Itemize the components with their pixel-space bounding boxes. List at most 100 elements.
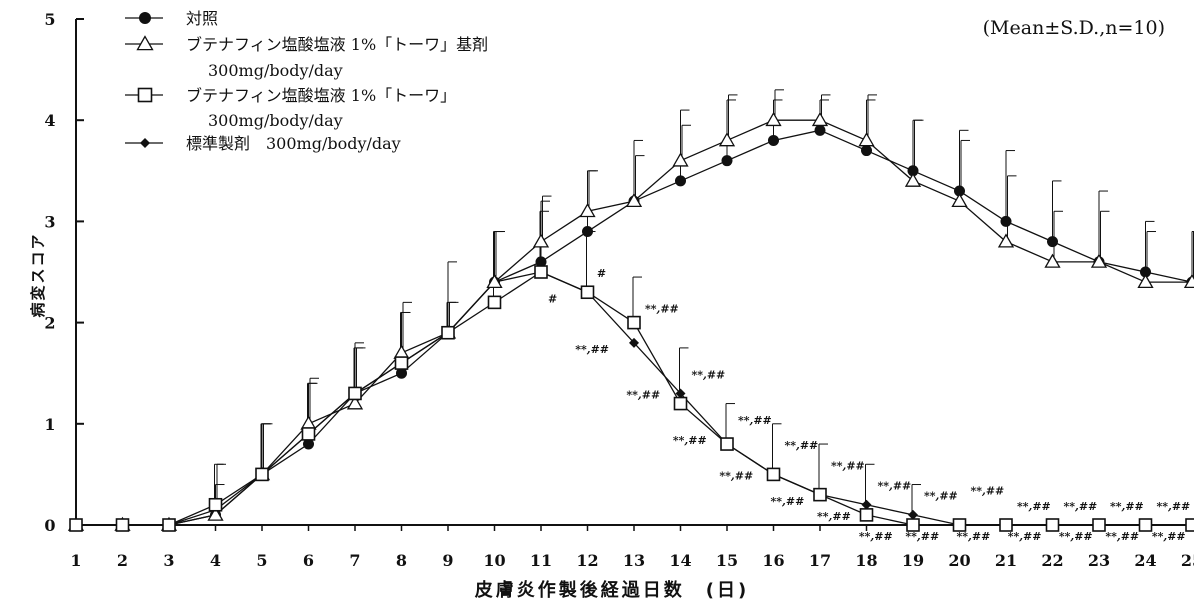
x-tick-label: 6 xyxy=(303,551,314,570)
y-tick-label: 4 xyxy=(44,111,55,130)
x-tick-label: 1 xyxy=(70,551,81,570)
y-tick-label: 1 xyxy=(44,415,55,434)
y-tick-label: 3 xyxy=(44,212,55,231)
y-tick-label: 0 xyxy=(44,516,55,535)
significance-marks: # # **,## **,## **,## **,## **,## **,## **,## **,… xyxy=(548,267,1191,543)
standard-marker xyxy=(629,337,639,348)
control-marker xyxy=(1047,236,1058,248)
legend-sublabel: 300mg/body/day xyxy=(208,61,343,80)
significance-mark: **,## xyxy=(924,490,958,503)
significance-mark: **,## xyxy=(831,459,865,472)
legend-standard-marker xyxy=(140,138,150,148)
x-tick-label: 2 xyxy=(117,551,128,570)
x-tick-label: 14 xyxy=(669,551,691,570)
x-tick-label: 15 xyxy=(716,551,738,570)
x-tick-label: 25 xyxy=(1181,551,1194,570)
control-marker xyxy=(1000,215,1012,227)
x-tick-label: 9 xyxy=(442,551,453,570)
legend-base-marker xyxy=(136,35,154,51)
x-axis-label: 皮膚炎作製後経過日数 (日) xyxy=(475,579,749,601)
significance-mark: **,## xyxy=(971,485,1005,498)
drug-marker xyxy=(627,315,641,330)
significance-mark: **,## xyxy=(1059,530,1093,543)
drug-marker xyxy=(859,508,874,522)
x-tick-label: 5 xyxy=(256,551,267,570)
significance-mark: **,## xyxy=(817,510,851,523)
x-tick-label: 13 xyxy=(623,551,645,570)
base-marker xyxy=(207,506,224,521)
x-tick-label: 19 xyxy=(902,551,924,570)
x-tick-label: 22 xyxy=(1041,551,1063,570)
control-marker xyxy=(721,155,733,167)
standard-marker xyxy=(861,499,872,510)
drug-marker xyxy=(534,265,548,279)
significance-mark: # xyxy=(548,292,557,305)
base-marker xyxy=(765,111,782,127)
significance-mark: **,## xyxy=(1157,500,1191,513)
base-marker xyxy=(904,172,922,187)
control-marker xyxy=(814,124,826,136)
significance-mark: **,## xyxy=(673,434,707,447)
drug-marker xyxy=(766,467,781,482)
x-tick-label: 18 xyxy=(855,551,877,570)
significance-mark: **,## xyxy=(626,389,660,402)
drug-marker xyxy=(1138,518,1153,532)
drug-marker xyxy=(348,386,362,401)
significance-mark: **,## xyxy=(1152,530,1186,543)
drug-marker xyxy=(906,518,920,532)
significance-mark: **,## xyxy=(738,414,772,427)
drug-marker xyxy=(952,518,967,532)
base-marker xyxy=(1137,273,1154,289)
significance-mark: **,## xyxy=(1110,500,1144,513)
significance-mark: **,## xyxy=(771,495,805,508)
drug-marker xyxy=(580,285,595,300)
significance-mark: **,## xyxy=(645,302,679,315)
y-axis-label: 病変スコア xyxy=(29,232,47,317)
x-tick-label: 10 xyxy=(483,551,505,570)
error-bars xyxy=(214,89,1194,525)
control-marker xyxy=(675,175,686,187)
drug-marker xyxy=(208,497,223,512)
control-marker xyxy=(396,367,407,379)
drug-marker xyxy=(301,427,316,441)
drug-marker xyxy=(69,518,83,532)
series-markers xyxy=(67,111,1194,532)
x-tick-label: 3 xyxy=(163,551,174,570)
legend-control-marker xyxy=(139,12,151,24)
base-marker xyxy=(346,395,364,410)
base-marker xyxy=(811,111,829,127)
base-marker xyxy=(625,192,643,208)
legend-label: 標準製剤 300mg/body/day xyxy=(186,134,401,153)
drug-marker xyxy=(255,467,269,482)
x-tick-label: 12 xyxy=(576,551,598,570)
x-tick-label: 7 xyxy=(349,551,360,570)
significance-mark: **,## xyxy=(785,439,819,452)
significance-mark: **,## xyxy=(1064,500,1098,513)
x-tick-label: 11 xyxy=(530,551,552,570)
drug-marker xyxy=(813,487,827,502)
drug-marker xyxy=(999,518,1013,532)
significance-mark: # xyxy=(597,267,606,280)
base-marker xyxy=(672,152,689,167)
base-marker xyxy=(532,233,550,248)
control-marker xyxy=(907,165,919,177)
x-tick-label: 4 xyxy=(210,551,221,570)
base-marker xyxy=(951,192,968,208)
drug-marker xyxy=(487,295,502,310)
base-marker xyxy=(718,132,736,147)
legend-label: ブテナフィン塩酸塩液 1%「トーワ」基剤 xyxy=(186,35,488,54)
x-tick-label: 17 xyxy=(809,551,831,570)
base-marker xyxy=(1183,273,1194,289)
drug-marker xyxy=(115,518,130,532)
control-marker xyxy=(768,134,779,146)
base-marker xyxy=(1044,253,1061,268)
significance-mark: **,## xyxy=(692,368,726,381)
control-marker xyxy=(954,185,965,197)
standard-marker xyxy=(908,509,918,520)
x-tick-label: 16 xyxy=(762,551,784,570)
base-marker xyxy=(1090,253,1108,268)
legend-label: 対照 xyxy=(186,9,218,28)
control-marker xyxy=(1140,266,1151,278)
significance-mark: **,## xyxy=(859,530,893,543)
